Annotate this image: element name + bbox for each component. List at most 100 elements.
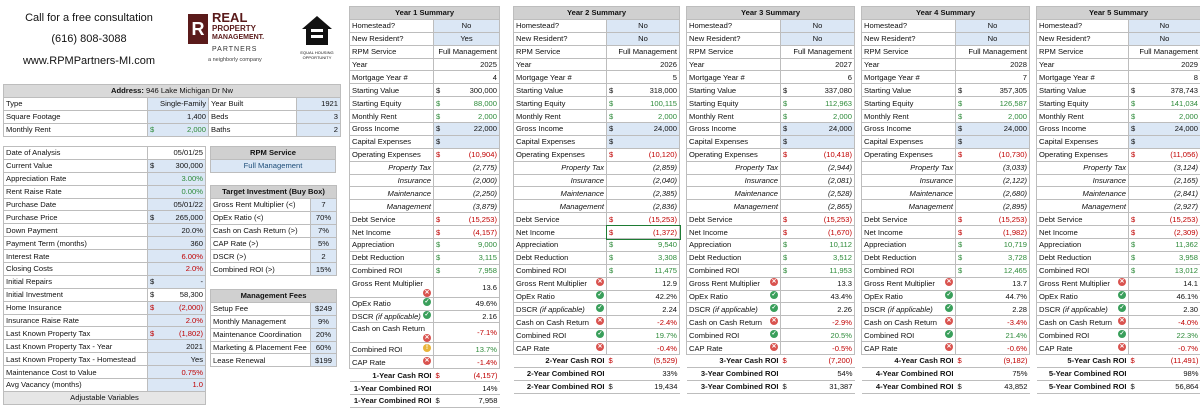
row-value-maint[interactable]: (2,680) — [954, 186, 1031, 201]
row-value-sv[interactable]: $337,080 — [779, 83, 856, 98]
input-value[interactable]: $265,000 — [147, 210, 206, 225]
row-value-homestead[interactable]: No — [605, 18, 681, 33]
input-value[interactable]: $58,300 — [147, 287, 206, 302]
row-value-resident[interactable]: No — [605, 31, 681, 46]
row-value-year[interactable]: 2025 — [432, 57, 501, 72]
row-value-ins[interactable]: (2,040) — [605, 173, 681, 188]
row-value-resident[interactable]: No — [779, 31, 856, 46]
row-value-homestead[interactable]: No — [1127, 18, 1200, 33]
row-value-service[interactable]: Full Management — [605, 44, 681, 59]
row-value-croi_p[interactable]: 22.3% — [1127, 328, 1200, 343]
row-value-mr[interactable]: $2,000 — [432, 109, 501, 124]
row-value-coc[interactable]: -2.9% — [779, 315, 856, 330]
year-built-value[interactable]: 1921 — [296, 96, 341, 111]
row-value-opr[interactable]: 46.1% — [1127, 289, 1200, 304]
row-value-cap[interactable]: -1.4% — [432, 355, 501, 370]
row-value-opex[interactable]: $ (10,730) — [954, 147, 1031, 162]
row-value-mgmt[interactable]: (2,865) — [779, 199, 856, 214]
row-value-capex[interactable]: $ — [954, 134, 1031, 149]
row-value-gi[interactable]: $22,000 — [432, 122, 501, 136]
row-value-dscr[interactable]: 2.26 — [779, 302, 856, 317]
row-value-gi[interactable]: $24,000 — [779, 122, 856, 136]
row-value-croi_p[interactable]: 21.4% — [954, 328, 1031, 343]
row-value-year[interactable]: 2029 — [1127, 57, 1200, 72]
input-value[interactable]: 2.0% — [147, 313, 206, 328]
row-value-coc[interactable]: -7.1% — [432, 322, 501, 344]
row-value-app[interactable]: $9,000 — [432, 238, 501, 252]
row-value-gi[interactable]: $24,000 — [954, 122, 1031, 136]
row-value-opr[interactable]: 44.7% — [954, 289, 1031, 304]
row-value-app[interactable]: $11,362 — [1127, 238, 1200, 252]
row-value-grm[interactable]: 13.7 — [954, 276, 1031, 291]
input-value[interactable]: 2021 — [147, 339, 206, 354]
row-value-mr[interactable]: $2,000 — [779, 109, 856, 124]
row-value-homestead[interactable]: No — [432, 18, 501, 33]
row-value-se[interactable]: $112,963 — [779, 96, 856, 111]
row-value-croi[interactable]: $12,465 — [954, 263, 1031, 278]
row-value-dscr[interactable]: 2.28 — [954, 302, 1031, 317]
row-value-cap[interactable]: -0.7% — [1127, 341, 1200, 356]
row-value-dr[interactable]: $3,728 — [954, 250, 1031, 265]
monthly-rent-value[interactable]: $2,000 — [147, 122, 209, 137]
input-value[interactable]: 20.0% — [147, 223, 206, 238]
row-value-ni[interactable]: $ (1,670) — [779, 225, 856, 240]
phone-number[interactable]: (616) 808-3088 — [51, 33, 127, 45]
row-value-mr[interactable]: $2,000 — [954, 109, 1031, 124]
input-value[interactable]: 05/01/25 — [147, 146, 206, 160]
row-value-croi[interactable]: $11,953 — [779, 263, 856, 278]
rpm-service-value[interactable]: Full Management — [210, 158, 336, 173]
input-value[interactable]: Yes — [147, 352, 206, 367]
beds-value[interactable]: 3 — [296, 109, 341, 124]
row-value-maint[interactable]: (2,385) — [605, 186, 681, 201]
row-value-ds[interactable]: $ (15,253) — [432, 212, 501, 227]
input-value[interactable]: $300,000 — [147, 158, 206, 173]
row-value-homestead[interactable]: No — [779, 18, 856, 33]
row-value-sv[interactable]: $357,305 — [954, 83, 1031, 98]
row-value-dscr[interactable]: 2.16 — [432, 309, 501, 324]
row-value-dr[interactable]: $3,958 — [1127, 250, 1200, 265]
sqft-value[interactable]: 1,400 — [147, 109, 209, 124]
row-value-croi_p[interactable]: 19.7% — [605, 328, 681, 343]
row-value-opex[interactable]: $ (10,120) — [605, 147, 681, 162]
management-fee-value[interactable]: $199 — [310, 353, 337, 368]
row-value-croi[interactable]: $11,475 — [605, 263, 681, 278]
row-value-ins[interactable]: (2,000) — [432, 173, 501, 188]
row-value-mort[interactable]: 7 — [954, 70, 1031, 85]
row-value-ins[interactable]: (2,122) — [954, 173, 1031, 188]
row-value-sv[interactable]: $300,000 — [432, 83, 501, 98]
row-value-homestead[interactable]: No — [954, 18, 1031, 33]
input-value[interactable]: 3.00% — [147, 171, 206, 186]
row-value-coc[interactable]: -3.4% — [954, 315, 1031, 330]
row-value-resident[interactable]: No — [954, 31, 1031, 46]
management-fee-value[interactable]: 20% — [310, 327, 337, 342]
row-value-mort[interactable]: 8 — [1127, 70, 1200, 85]
row-value-gi[interactable]: $24,000 — [605, 122, 681, 136]
row-value-maint[interactable]: (2,841) — [1127, 186, 1200, 201]
row-value-grm[interactable]: 14.1 — [1127, 276, 1200, 291]
row-value-capex[interactable]: $ — [1127, 134, 1200, 149]
row-value-resident[interactable]: Yes — [432, 31, 501, 46]
input-value[interactable]: 1.0 — [147, 378, 206, 392]
row-value-opex[interactable]: $ (11,056) — [1127, 147, 1200, 162]
input-value[interactable]: 6.00% — [147, 249, 206, 264]
management-fee-value[interactable]: 9% — [310, 314, 337, 329]
input-value[interactable]: $ (1,802) — [147, 326, 206, 341]
target-criteria-value[interactable]: 7% — [310, 223, 337, 238]
row-value-ptax[interactable]: (2,775) — [432, 160, 501, 175]
management-fee-value[interactable]: $249 — [310, 301, 337, 316]
management-fee-value[interactable]: 60% — [310, 340, 337, 355]
row-value-opr[interactable]: 49.6% — [432, 296, 501, 311]
row-value-croi[interactable]: $13,012 — [1127, 263, 1200, 278]
input-value[interactable]: 0.75% — [147, 365, 206, 380]
row-value-ptax[interactable]: (2,944) — [779, 160, 856, 175]
row-value-service[interactable]: Full Management — [1127, 44, 1200, 59]
row-value-dscr[interactable]: 2.24 — [605, 302, 681, 317]
row-value-year[interactable]: 2026 — [605, 57, 681, 72]
row-value-ins[interactable]: (2,165) — [1127, 173, 1200, 188]
row-value-mgmt[interactable]: (2,895) — [954, 199, 1031, 214]
row-value-mgmt[interactable]: (3,879) — [432, 199, 501, 214]
row-value-sv[interactable]: $318,000 — [605, 83, 681, 98]
target-criteria-value[interactable]: 7 — [310, 197, 337, 212]
row-value-croi_p[interactable]: 20.5% — [779, 328, 856, 343]
row-value-se[interactable]: $88,000 — [432, 96, 501, 111]
